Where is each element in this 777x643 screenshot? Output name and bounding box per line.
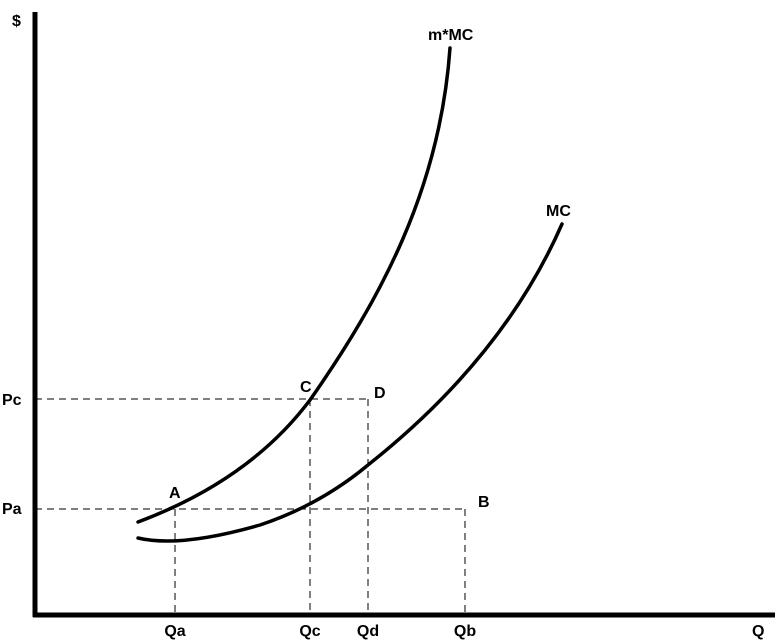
point-label: A (169, 485, 181, 502)
mc-curve (136, 222, 564, 543)
quantity-label: Qc (299, 623, 320, 640)
quantity-label: Qa (164, 623, 185, 640)
m-mc-curve (136, 46, 452, 524)
curve-label: m*MC (428, 27, 474, 44)
quantity-label: Qd (357, 623, 379, 640)
x-axis-label: Q (752, 623, 764, 640)
point-label: D (374, 385, 386, 402)
quantity-label: Qb (454, 623, 476, 640)
curve-label: MC (546, 203, 571, 220)
price-label: Pa (2, 501, 22, 518)
point-label: B (478, 494, 490, 511)
price-label: Pc (2, 392, 22, 409)
y-axis-label: $ (12, 13, 21, 30)
point-label: C (300, 379, 312, 396)
